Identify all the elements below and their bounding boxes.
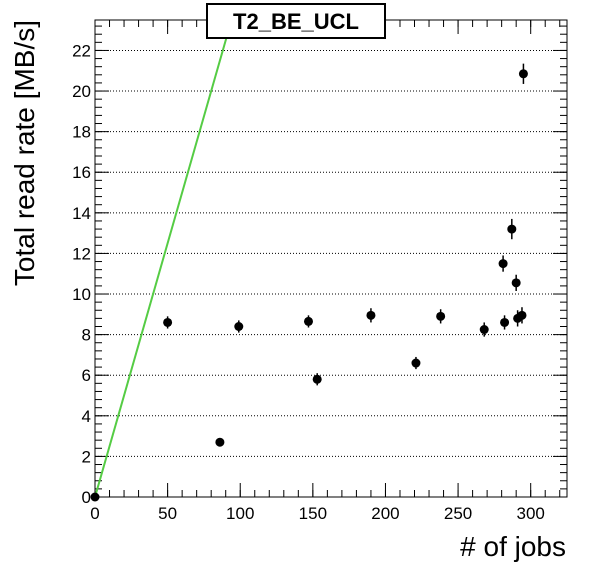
data-point	[436, 311, 446, 321]
data-point	[479, 325, 489, 335]
x-tick-label: 200	[371, 504, 399, 523]
y-tick-label: 18	[72, 123, 91, 142]
data-point	[507, 224, 517, 234]
x-tick-label: 300	[517, 504, 545, 523]
x-axis-label: # of jobs	[460, 531, 566, 562]
x-tick-label: 250	[444, 504, 472, 523]
x-tick-label: 0	[90, 504, 99, 523]
y-tick-label: 0	[82, 488, 91, 507]
data-point	[215, 437, 225, 447]
y-tick-label: 4	[82, 407, 91, 426]
plot-frame	[94, 19, 568, 498]
y-tick-label: 2	[82, 447, 91, 466]
data-point	[312, 374, 322, 384]
y-tick-label: 14	[72, 204, 91, 223]
y-tick-label: 10	[72, 285, 91, 304]
grid	[95, 49, 567, 457]
y-axis-label: Total read rate [MB/s]	[9, 20, 40, 286]
data-point	[411, 358, 421, 368]
x-tick-label: 100	[226, 504, 254, 523]
data-point	[511, 278, 521, 288]
reference-line-group	[95, 20, 233, 497]
data-point	[163, 317, 173, 327]
data-points	[90, 63, 528, 502]
data-point	[366, 310, 376, 320]
tick-labels: 0 2 4 6 8 10 12 14 16 18 20 22 0 50 100 150 200 250 300	[72, 41, 545, 523]
reference-line	[95, 20, 233, 497]
chart-title: T2_BE_UCL	[233, 9, 359, 34]
x-tick-label: 50	[158, 504, 177, 523]
y-tick-label: 8	[82, 326, 91, 345]
y-tick-label: 6	[82, 366, 91, 385]
x-tick-label: 150	[299, 504, 327, 523]
y-tick-label: 20	[72, 82, 91, 101]
data-point	[498, 259, 508, 269]
title-box	[206, 3, 386, 39]
axis-ticks	[94, 20, 567, 498]
y-tick-label: 16	[72, 163, 91, 182]
data-point	[518, 69, 528, 79]
data-point	[90, 492, 100, 502]
y-tick-label: 22	[72, 41, 91, 60]
y-tick-label: 12	[72, 244, 91, 263]
data-point	[303, 316, 313, 326]
data-point	[234, 321, 244, 331]
data-point	[500, 317, 510, 327]
data-point	[517, 310, 527, 320]
